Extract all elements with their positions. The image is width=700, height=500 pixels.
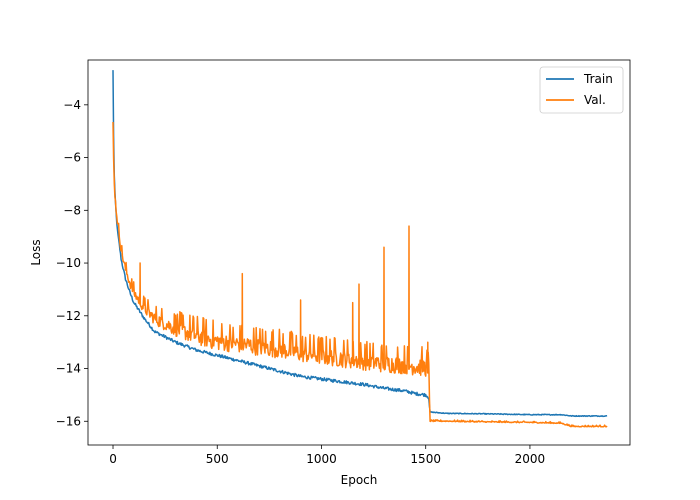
x-tick-label: 1000: [306, 452, 337, 466]
legend: Train Val.: [539, 66, 624, 114]
y-tick-label: −14: [56, 362, 81, 376]
legend-label-val: Val.: [584, 93, 606, 107]
x-tick-label: 0: [109, 452, 117, 466]
series-line-val: [112, 121, 608, 428]
y-tick-label: −12: [56, 309, 81, 323]
y-axis-label: Loss: [29, 239, 43, 265]
x-axis-label: Epoch: [341, 473, 378, 487]
series-line-train: [112, 70, 608, 418]
axes-frame: [87, 59, 631, 446]
y-tick-label: −4: [63, 98, 81, 112]
plot-layer: [112, 70, 608, 428]
axes-layer: 0 500 1000 1500 2000 −16 −14 −12 −10 −8 −6 −4 Epoch L…: [29, 59, 631, 487]
y-tick-label: −10: [56, 256, 81, 270]
legend-label-train: Train: [583, 72, 613, 86]
x-tick-label: 500: [206, 452, 229, 466]
x-tick-label: 1500: [410, 452, 441, 466]
y-tick-label: −8: [63, 203, 81, 217]
y-tick-label: −16: [56, 414, 81, 428]
x-tick-label: 2000: [515, 452, 546, 466]
y-tick-label: −6: [63, 151, 81, 165]
